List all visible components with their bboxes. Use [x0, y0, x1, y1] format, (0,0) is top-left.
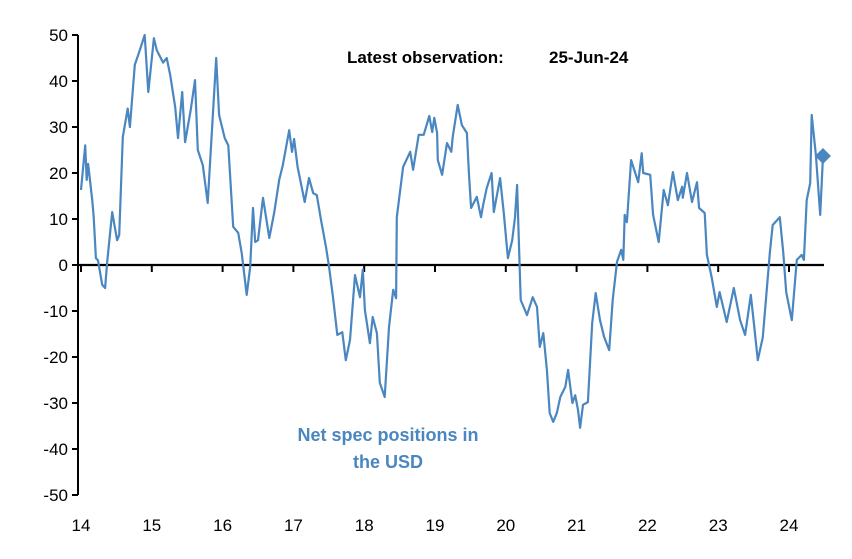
latest-observation-marker — [814, 147, 831, 164]
x-tick-label: 16 — [213, 516, 232, 535]
axes — [72, 34, 824, 496]
series-line-net-spec-usd — [79, 33, 825, 429]
latest-observation-date: 25-Jun-24 — [549, 48, 629, 67]
x-tick-label: 14 — [72, 516, 91, 535]
y-tick-label: -10 — [43, 302, 68, 321]
y-tick-label: -40 — [43, 440, 68, 459]
x-tick-label: 24 — [780, 516, 799, 535]
y-tick-label: 50 — [49, 26, 68, 45]
latest-observation-label: Latest observation: — [347, 48, 504, 67]
y-tick-label: -20 — [43, 348, 68, 367]
y-tick-label: -30 — [43, 394, 68, 413]
x-tick-label: 23 — [709, 516, 728, 535]
x-tick-label: 21 — [567, 516, 586, 535]
x-tick-label: 22 — [638, 516, 657, 535]
y-tick-labels: 50 40 30 20 10 0 -10 -20 -30 -40 -50 — [43, 26, 68, 505]
x-tick-labels: 14 15 16 17 18 19 20 21 22 23 24 — [72, 516, 799, 535]
y-tick-label: 0 — [59, 256, 68, 275]
y-tick-label: -50 — [43, 486, 68, 505]
y-tick-label: 20 — [49, 164, 68, 183]
y-tick-label: 30 — [49, 118, 68, 137]
x-tick-label: 18 — [355, 516, 374, 535]
y-tick-label: 10 — [49, 210, 68, 229]
series-label-line1: Net spec positions in — [297, 425, 478, 445]
y-tick-label: 40 — [49, 72, 68, 91]
x-tick-label: 17 — [284, 516, 303, 535]
x-tick-label: 20 — [496, 516, 515, 535]
x-tick-label: 19 — [426, 516, 445, 535]
series-label-line2: the USD — [353, 452, 423, 472]
x-tick-label: 15 — [142, 516, 161, 535]
